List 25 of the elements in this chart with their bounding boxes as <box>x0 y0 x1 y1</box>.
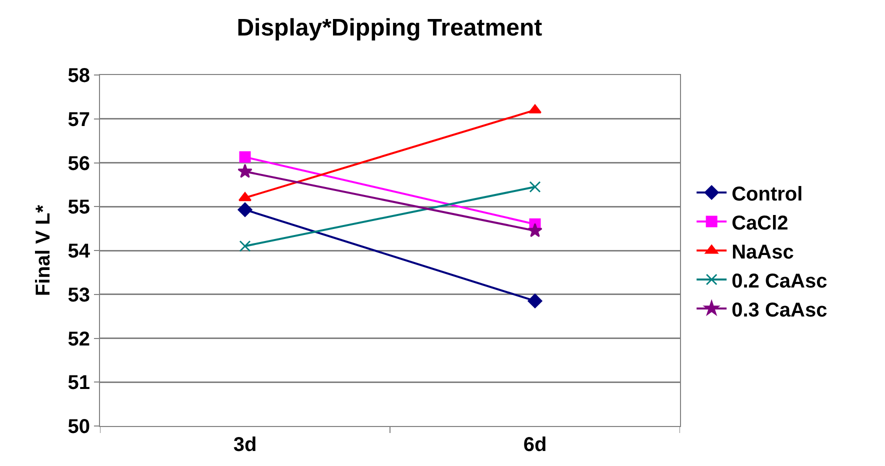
legend-label: 0.3 CaAsc <box>732 299 828 322</box>
y-axis-title: Final V L* <box>32 204 54 296</box>
y-tick-label: 56 <box>68 152 90 175</box>
point <box>239 240 251 252</box>
point <box>238 164 252 178</box>
y-tick-label: 51 <box>68 372 90 394</box>
legend-label: NaAsc <box>732 241 794 264</box>
point <box>238 202 252 217</box>
legend-label: CaCl2 <box>732 212 788 234</box>
y-tick-label: 52 <box>68 328 90 350</box>
chart-title: Display*Dipping Treatment <box>236 14 542 42</box>
y-tick-label: 57 <box>68 108 90 131</box>
point <box>528 294 542 308</box>
y-tick-label: 50 <box>68 416 90 438</box>
point <box>239 151 251 163</box>
legend-label: Control <box>732 183 803 206</box>
y-tick-label: 58 <box>68 65 90 87</box>
y-tick-label: 55 <box>68 196 90 219</box>
y-tick-label: 53 <box>68 284 90 306</box>
x-tick-label: 6d <box>523 434 547 456</box>
point <box>529 181 541 193</box>
legend-label: 0.2 CaAsc <box>732 270 828 292</box>
y-tick-label: 54 <box>68 240 91 262</box>
x-tick-label: 3d <box>233 434 257 456</box>
point <box>528 223 542 238</box>
